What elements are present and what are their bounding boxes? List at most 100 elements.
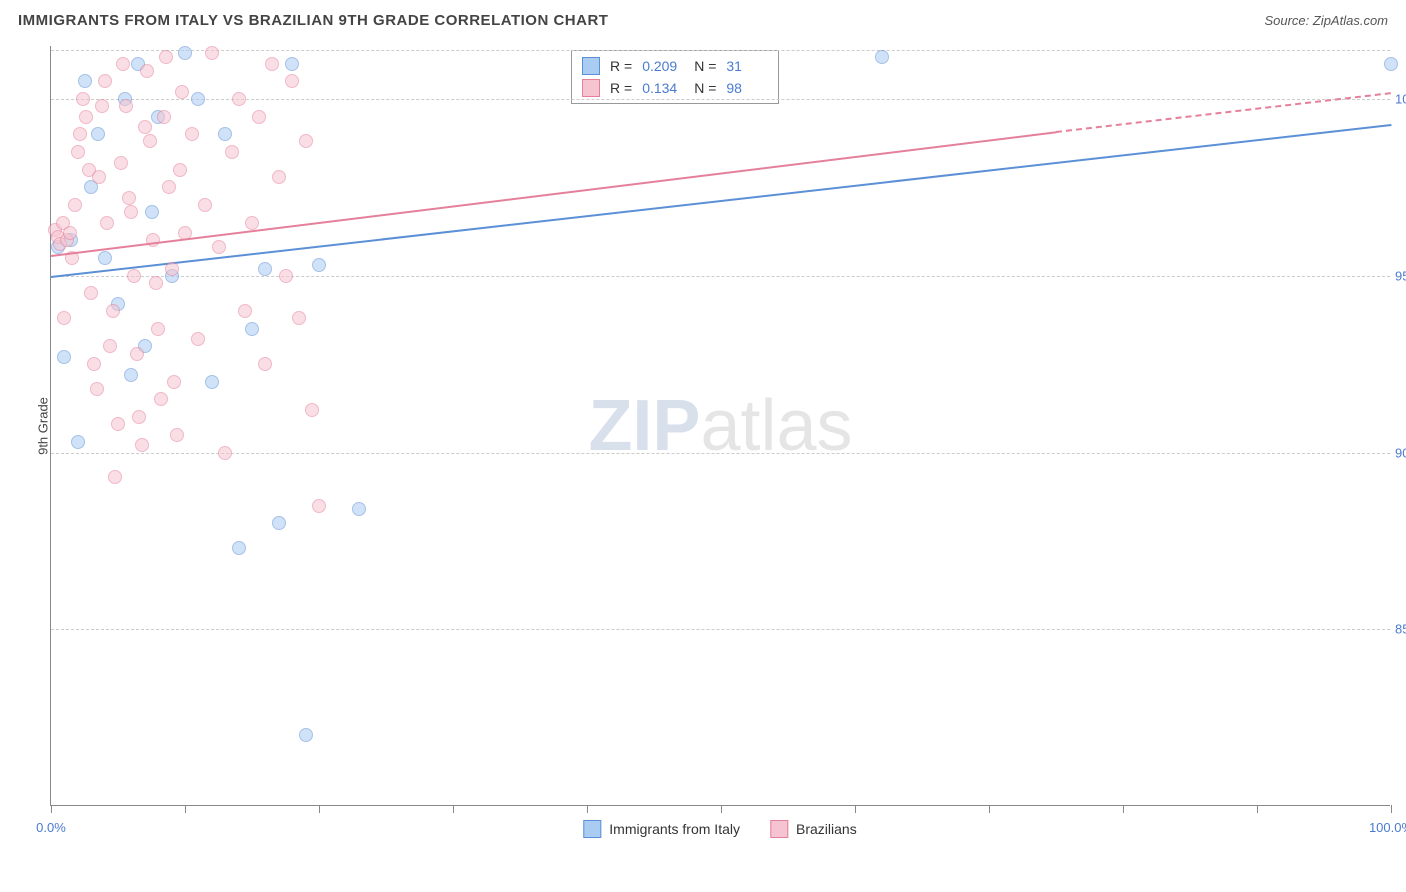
legend-swatch-italy bbox=[583, 820, 601, 838]
data-point bbox=[299, 134, 313, 148]
stat-r-label: R = bbox=[610, 58, 632, 74]
data-point bbox=[111, 417, 125, 431]
data-point bbox=[205, 375, 219, 389]
trend-line bbox=[51, 131, 1056, 257]
y-tick-label: 100.0% bbox=[1395, 92, 1406, 107]
legend-label-italy: Immigrants from Italy bbox=[609, 821, 740, 837]
data-point bbox=[143, 134, 157, 148]
data-point bbox=[146, 233, 160, 247]
data-point bbox=[90, 382, 104, 396]
x-tick bbox=[1257, 805, 1258, 813]
bottom-legend: Immigrants from Italy Brazilians bbox=[583, 820, 856, 838]
x-tick bbox=[721, 805, 722, 813]
data-point bbox=[119, 99, 133, 113]
data-point bbox=[124, 368, 138, 382]
data-point bbox=[299, 728, 313, 742]
legend-label-brazilians: Brazilians bbox=[796, 821, 857, 837]
data-point bbox=[1384, 57, 1398, 71]
data-point bbox=[272, 516, 286, 530]
data-point bbox=[875, 50, 889, 64]
data-point bbox=[312, 258, 326, 272]
data-point bbox=[170, 428, 184, 442]
y-tick-label: 85.0% bbox=[1395, 622, 1406, 637]
watermark-atlas: atlas bbox=[700, 386, 852, 466]
stat-r-label-b: R = bbox=[610, 80, 632, 96]
stat-n-label: N = bbox=[694, 58, 716, 74]
data-point bbox=[285, 57, 299, 71]
data-point bbox=[292, 311, 306, 325]
data-point bbox=[159, 50, 173, 64]
data-point bbox=[100, 216, 114, 230]
y-tick-label: 90.0% bbox=[1395, 445, 1406, 460]
gridline bbox=[51, 453, 1390, 454]
x-tick bbox=[319, 805, 320, 813]
data-point bbox=[73, 127, 87, 141]
x-tick bbox=[989, 805, 990, 813]
data-point bbox=[68, 198, 82, 212]
x-tick bbox=[185, 805, 186, 813]
data-point bbox=[140, 64, 154, 78]
data-point bbox=[84, 286, 98, 300]
stat-n-b: 98 bbox=[726, 80, 768, 96]
chart-area: 9th Grade ZIPatlas R = 0.209 N = 31 R = … bbox=[50, 46, 1390, 806]
x-tick bbox=[855, 805, 856, 813]
data-point bbox=[352, 502, 366, 516]
data-point bbox=[116, 57, 130, 71]
data-point bbox=[124, 205, 138, 219]
data-point bbox=[312, 499, 326, 513]
data-point bbox=[91, 127, 105, 141]
data-point bbox=[305, 403, 319, 417]
x-tick bbox=[1123, 805, 1124, 813]
plot-region: ZIPatlas R = 0.209 N = 31 R = 0.134 N = … bbox=[50, 46, 1390, 806]
data-point bbox=[225, 145, 239, 159]
data-point bbox=[285, 74, 299, 88]
data-point bbox=[167, 375, 181, 389]
gridline bbox=[51, 276, 1390, 277]
data-point bbox=[95, 99, 109, 113]
gridline bbox=[51, 629, 1390, 630]
data-point bbox=[79, 110, 93, 124]
data-point bbox=[218, 127, 232, 141]
stat-n-label-b: N = bbox=[694, 80, 716, 96]
data-point bbox=[157, 110, 171, 124]
legend-item-italy: Immigrants from Italy bbox=[583, 820, 740, 838]
data-point bbox=[232, 541, 246, 555]
x-tick bbox=[51, 805, 52, 813]
stat-n-a: 31 bbox=[726, 58, 768, 74]
chart-title: IMMIGRANTS FROM ITALY VS BRAZILIAN 9TH G… bbox=[18, 12, 608, 29]
stat-r-b: 0.134 bbox=[642, 80, 684, 96]
data-point bbox=[71, 145, 85, 159]
data-point bbox=[191, 92, 205, 106]
data-point bbox=[258, 262, 272, 276]
data-point bbox=[238, 304, 252, 318]
swatch-brazilians bbox=[582, 79, 600, 97]
data-point bbox=[185, 127, 199, 141]
source-label: Source: ZipAtlas.com bbox=[1264, 13, 1388, 28]
data-point bbox=[130, 347, 144, 361]
data-point bbox=[138, 120, 152, 134]
data-point bbox=[57, 311, 71, 325]
x-tick-label: 100.0% bbox=[1369, 820, 1406, 835]
watermark: ZIPatlas bbox=[588, 385, 852, 467]
stat-r-a: 0.209 bbox=[642, 58, 684, 74]
data-point bbox=[232, 92, 246, 106]
legend-swatch-brazilians bbox=[770, 820, 788, 838]
data-point bbox=[165, 262, 179, 276]
data-point bbox=[279, 269, 293, 283]
data-point bbox=[178, 46, 192, 60]
data-point bbox=[265, 57, 279, 71]
data-point bbox=[78, 74, 92, 88]
x-tick bbox=[587, 805, 588, 813]
data-point bbox=[57, 350, 71, 364]
data-point bbox=[114, 156, 128, 170]
data-point bbox=[122, 191, 136, 205]
data-point bbox=[151, 322, 165, 336]
x-tick bbox=[453, 805, 454, 813]
data-point bbox=[145, 205, 159, 219]
data-point bbox=[173, 163, 187, 177]
data-point bbox=[205, 46, 219, 60]
data-point bbox=[108, 470, 122, 484]
data-point bbox=[106, 304, 120, 318]
data-point bbox=[149, 276, 163, 290]
data-point bbox=[162, 180, 176, 194]
